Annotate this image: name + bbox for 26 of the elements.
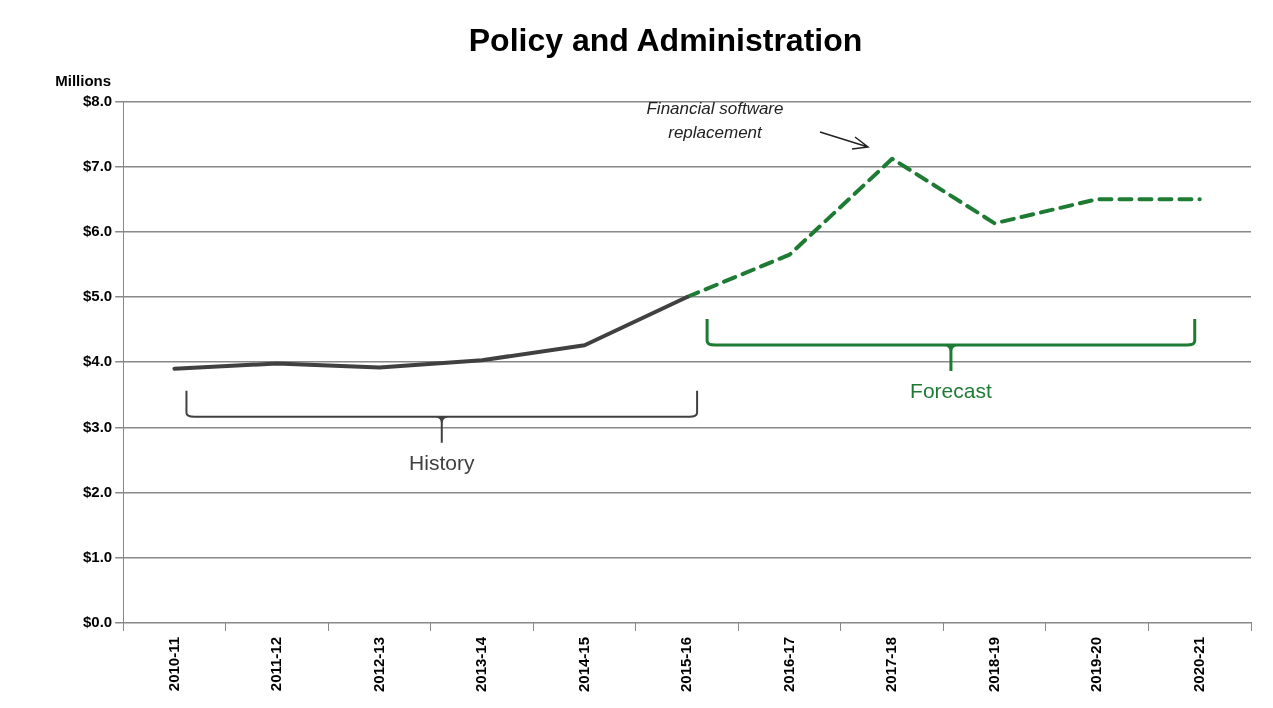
text: History: [409, 450, 475, 475]
y-tick-label: $5.0: [82, 287, 113, 305]
annotation: Financial software replacement: [645, 98, 785, 144]
x-tick-label: 2013-14: [472, 636, 490, 693]
line-series: [685, 156, 1202, 299]
x-tick-label: 2010-11: [164, 636, 182, 692]
y-tick-label: $6.0: [82, 221, 113, 239]
x-tick-label: 2011-12: [267, 636, 285, 692]
x-tick-label: 2016-17: [779, 636, 797, 693]
y-tick-label: $8.0: [82, 91, 113, 109]
y-tick-label: $4.0: [82, 352, 113, 370]
x-tick-label: 2019-20: [1087, 636, 1105, 693]
y-tick-label: $3.0: [82, 417, 113, 435]
y-tick-label: $1.0: [82, 547, 113, 565]
chart-title: Policy and Administration: [468, 22, 863, 59]
x-tick-label: 2018-19: [984, 636, 1002, 693]
y-tick-label: $0.0: [82, 613, 113, 631]
y-axis-title: Millions: [55, 72, 112, 90]
x-tick-label: 2020-21: [1189, 636, 1207, 693]
text: Forecast: [910, 378, 992, 403]
y-tick-label: $7.0: [82, 156, 113, 174]
x-tick-label: 2014-15: [574, 636, 592, 693]
y-tick-label: $2.0: [82, 482, 113, 500]
x-tick-label: 2017-18: [882, 636, 900, 693]
x-tick-label: 2015-16: [677, 636, 695, 693]
x-tick-label: 2012-13: [369, 636, 387, 693]
